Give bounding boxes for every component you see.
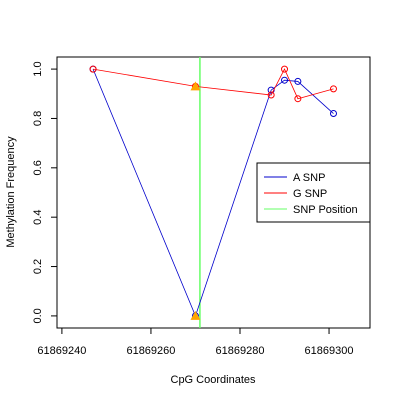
y-tick-label: 0.2 [32, 259, 44, 274]
y-tick-label: 0.0 [32, 308, 44, 323]
data-point [89, 65, 97, 73]
x-axis-label: CpG Coordinates [171, 374, 256, 386]
data-point [281, 65, 289, 73]
x-tick-label: 61869280 [216, 345, 265, 357]
data-point [329, 110, 337, 118]
data-point [329, 85, 337, 93]
data-point [267, 91, 275, 99]
y-axis-label: Methylation Frequency [5, 136, 17, 248]
y-tick-label: 1.0 [32, 61, 44, 76]
data-point [267, 86, 275, 94]
legend-label: A SNP [293, 172, 325, 184]
y-tick-label: 0.4 [32, 210, 44, 225]
x-tick-label: 61869260 [126, 345, 175, 357]
series-line [92, 68, 334, 100]
x-tick-label: 61869240 [37, 345, 86, 357]
legend-label: G SNP [293, 188, 327, 200]
snp-marker [190, 81, 201, 91]
data-point [294, 77, 302, 85]
data-point [294, 95, 302, 103]
x-tick-label: 61869300 [305, 345, 354, 357]
legend-label: SNP Position [293, 204, 358, 216]
snp-marker [190, 310, 201, 320]
data-point [281, 76, 289, 84]
series-line [92, 68, 334, 318]
y-tick-label: 0.6 [32, 160, 44, 175]
y-tick-label: 0.8 [32, 111, 44, 126]
